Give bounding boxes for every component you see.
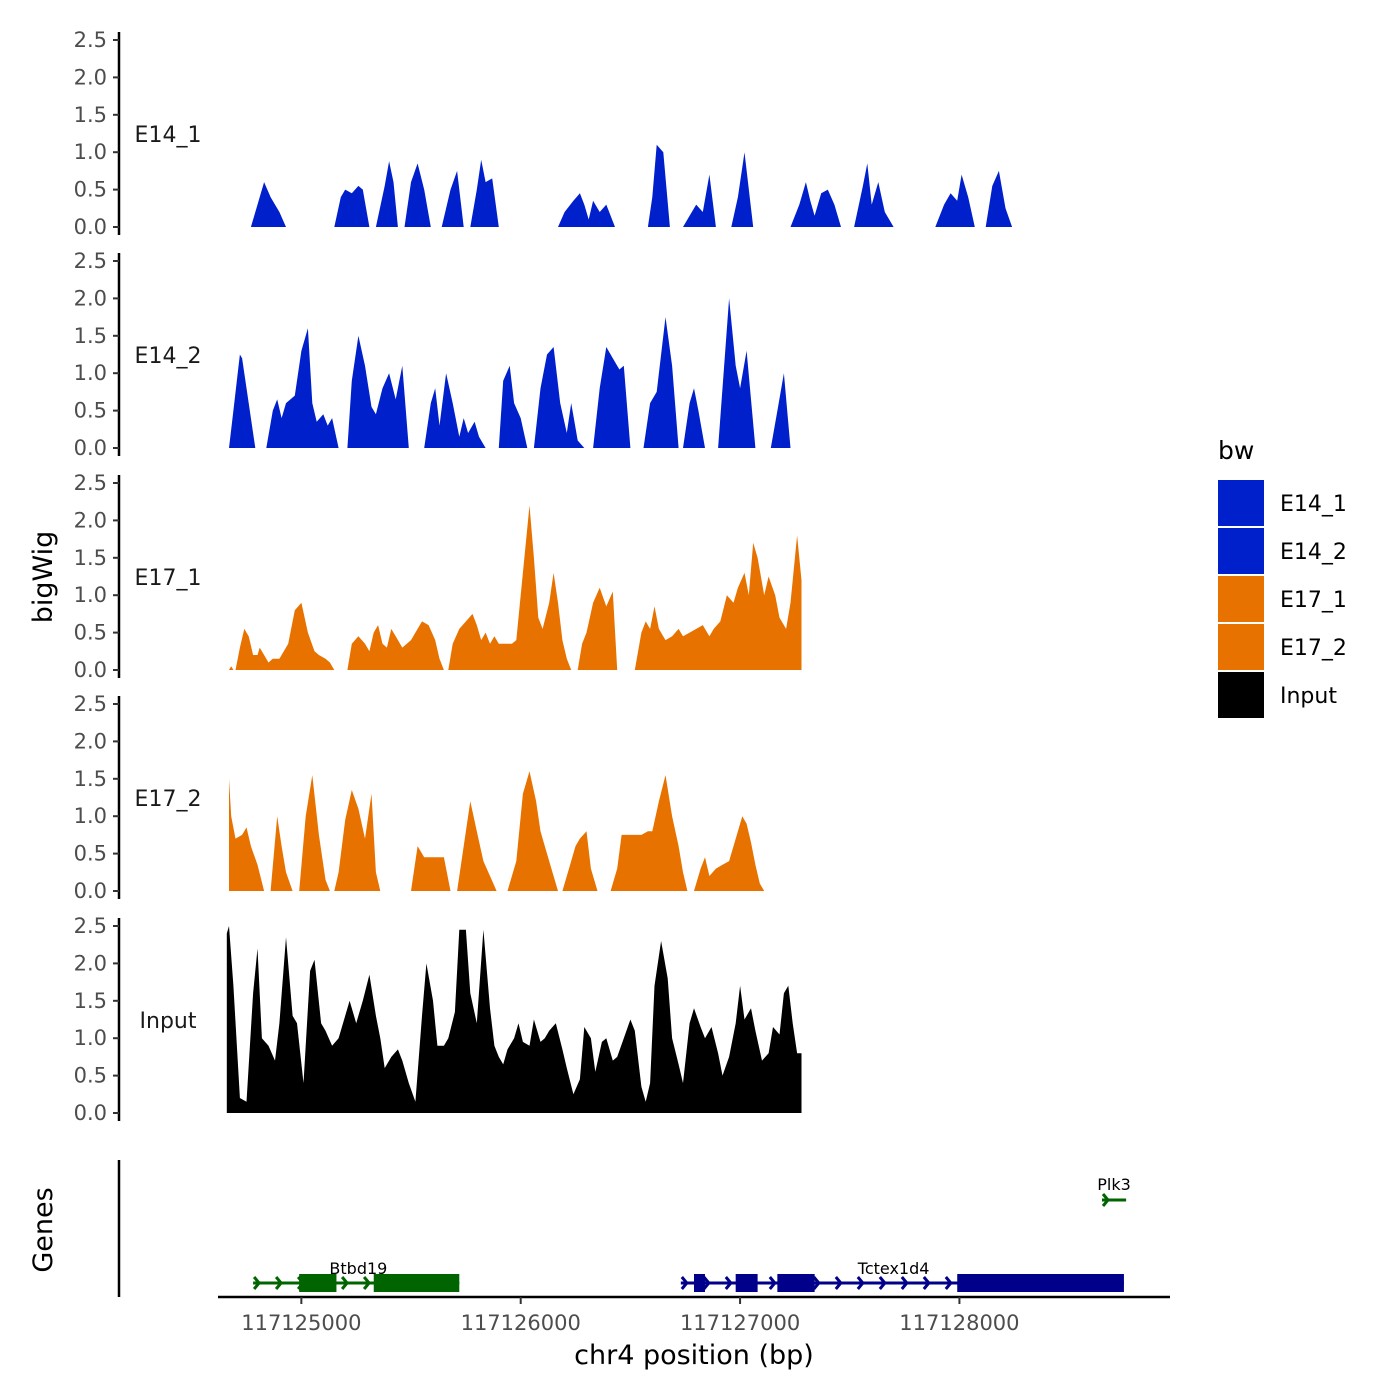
strand-arrow: [680, 1276, 689, 1290]
strand-arrow: [856, 1276, 865, 1290]
y-tick-label: 2.5: [74, 471, 107, 495]
y-tick-label: 0.0: [74, 215, 107, 239]
y-tick-label: 2.5: [74, 692, 107, 716]
y-tick-label: 1.5: [74, 324, 107, 348]
area-Input: [226, 926, 802, 1113]
strand-arrow: [900, 1276, 909, 1290]
y-tick-label: 0.0: [74, 658, 107, 682]
strand-arrow: [812, 1276, 821, 1290]
legend-title: bw: [1218, 436, 1254, 465]
track-label: Input: [140, 1009, 197, 1034]
legend: E14_1 E14_2 E17_1 E17_2 Input: [1218, 480, 1347, 718]
exon: [299, 1274, 337, 1292]
y-tick-label: 2.0: [74, 729, 107, 753]
exon: [777, 1274, 815, 1292]
x-tick-label: 117127000: [680, 1311, 800, 1335]
y-tick-label: 2.0: [74, 65, 107, 89]
legend-label: E17_1: [1280, 588, 1347, 613]
legend-label: E14_2: [1280, 540, 1347, 565]
tracks-group: 0.0 0.5 1.0 1.5 2.0 2.5 E14_1 0.0 0.5 1.0 1.5 2.0 2.…: [74, 28, 1013, 1125]
track-label: E17_2: [135, 787, 202, 812]
legend-swatch: [1218, 480, 1264, 526]
genes-track: Genes Btbd19 Tctex1d4 Plk3: [28, 1160, 1131, 1297]
y-tick-label: 0.5: [74, 399, 107, 423]
exon: [957, 1274, 1124, 1292]
area-E17_2: [229, 771, 765, 891]
x-tick-label: 117128000: [899, 1311, 1019, 1335]
exon: [735, 1274, 758, 1292]
y-tick-label: 0.5: [74, 621, 107, 645]
strand-arrow: [362, 1276, 372, 1290]
y-tick-label: 2.5: [74, 28, 107, 52]
track-E14_2: 0.0 0.5 1.0 1.5 2.0 2.5 E14_2: [74, 249, 791, 460]
area-E14_1: [250, 144, 1013, 227]
x-axis: 117125000 117126000 117127000 117128000: [218, 1295, 1170, 1335]
track-E17_2: 0.0 0.5 1.0 1.5 2.0 2.5 E17_2: [74, 692, 765, 903]
y-tick-label: 1.0: [74, 583, 107, 607]
y-tick-label: 0.0: [74, 1101, 107, 1125]
y-tick-label: 2.0: [74, 508, 107, 532]
strand-arrow: [1101, 1193, 1110, 1207]
y-tick-label: 0.0: [74, 436, 107, 460]
y-tick-label: 1.0: [74, 804, 107, 828]
y-axis-title: bigWig: [28, 531, 59, 624]
y-tick-label: 1.0: [74, 361, 107, 385]
strand-arrow: [922, 1276, 931, 1290]
area-E17_1: [229, 505, 802, 670]
strand-arrow: [768, 1276, 777, 1290]
exon: [373, 1274, 460, 1292]
genes-track-title: Genes: [28, 1187, 59, 1272]
gene-Plk3: Plk3: [1097, 1175, 1131, 1207]
y-tick-label: 0.5: [74, 1064, 107, 1088]
strand-arrow: [274, 1276, 284, 1290]
track-E14_1: 0.0 0.5 1.0 1.5 2.0 2.5 E14_1: [74, 28, 1013, 239]
legend-label: E17_2: [1280, 636, 1347, 661]
x-tick-label: 117125000: [241, 1311, 361, 1335]
gene-Btbd19: Btbd19: [252, 1259, 460, 1292]
track-label: E14_2: [135, 344, 202, 369]
legend-swatch: [1218, 672, 1264, 718]
exon: [694, 1274, 705, 1292]
gene-label: Plk3: [1097, 1175, 1131, 1194]
y-tick-label: 1.5: [74, 103, 107, 127]
track-label: E14_1: [135, 123, 202, 148]
legend-swatch: [1218, 528, 1264, 574]
y-tick-label: 0.5: [74, 842, 107, 866]
y-tick-label: 1.0: [74, 140, 107, 164]
y-tick-label: 0.5: [74, 178, 107, 202]
legend-label: Input: [1280, 684, 1337, 709]
track-E17_1: 0.0 0.5 1.0 1.5 2.0 2.5 E17_1: [74, 471, 802, 682]
legend-swatch: [1218, 576, 1264, 622]
gene-label: Tctex1d4: [857, 1259, 930, 1278]
gene-label: Btbd19: [329, 1259, 387, 1278]
y-tick-label: 2.0: [74, 951, 107, 975]
strand-arrow: [724, 1276, 733, 1290]
strand-arrow: [702, 1276, 711, 1290]
y-tick-label: 2.5: [74, 914, 107, 938]
strand-arrow: [944, 1276, 953, 1290]
y-tick-label: 1.0: [74, 1026, 107, 1050]
x-tick-label: 117126000: [461, 1311, 581, 1335]
y-tick-label: 1.5: [74, 546, 107, 570]
legend-swatch: [1218, 624, 1264, 670]
y-tick-label: 1.5: [74, 767, 107, 791]
gene-Tctex1d4: Tctex1d4: [680, 1259, 1124, 1292]
track-Input: 0.0 0.5 1.0 1.5 2.0 2.5 Input: [74, 914, 802, 1125]
area-E14_2: [229, 298, 791, 448]
y-tick-label: 2.5: [74, 249, 107, 273]
legend-label: E14_1: [1280, 492, 1347, 517]
strand-arrow: [252, 1276, 262, 1290]
track-label: E17_1: [135, 566, 202, 591]
strand-arrow: [340, 1276, 350, 1290]
x-axis-title: chr4 position (bp): [574, 1340, 814, 1371]
y-tick-label: 2.0: [74, 286, 107, 310]
y-tick-label: 1.5: [74, 989, 107, 1013]
y-tick-label: 0.0: [74, 879, 107, 903]
strand-arrow: [834, 1276, 843, 1290]
strand-arrow: [878, 1276, 887, 1290]
